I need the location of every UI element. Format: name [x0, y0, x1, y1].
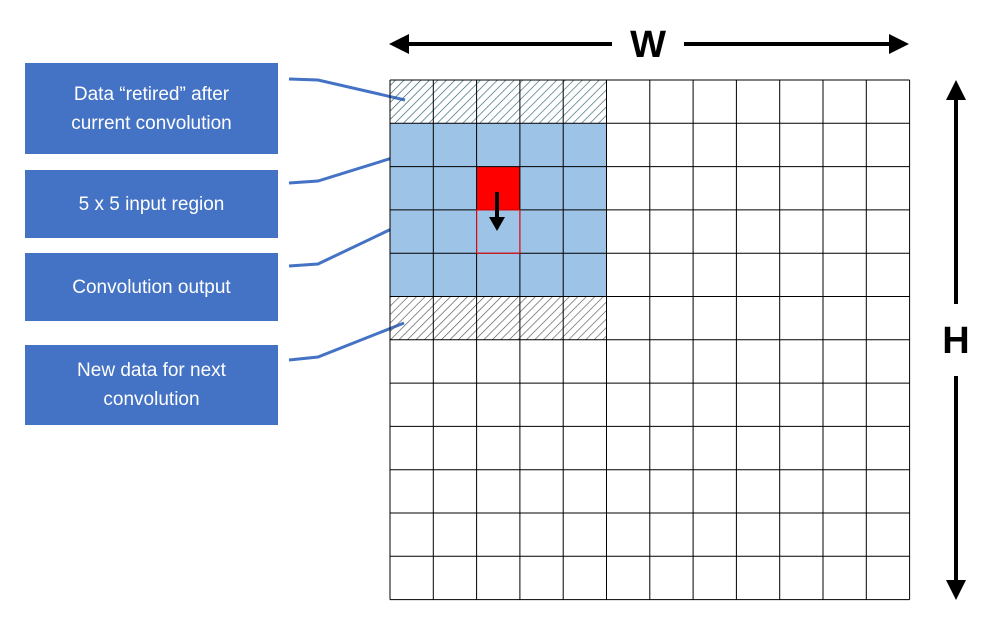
width-dimension-arrow	[389, 34, 909, 54]
leader-line-new-data	[288, 321, 405, 362]
label-new-data: New data for next convolution	[25, 345, 278, 425]
label-input-region: 5 x 5 input region	[25, 170, 278, 238]
retired-data-row	[390, 80, 607, 124]
down-arrow-icon	[489, 192, 505, 231]
grid-lines	[389, 79, 911, 601]
height-label: H	[937, 322, 975, 360]
leader-line-input-region	[288, 152, 406, 185]
leader-line-retired	[288, 77, 406, 102]
label-retired-data: Data “retired” after current convolution	[25, 63, 278, 154]
width-label: W	[622, 26, 674, 64]
label-convolution-output: Convolution output	[25, 253, 278, 321]
new-data-row	[390, 296, 607, 340]
leader-lines	[288, 77, 491, 362]
height-dimension-arrow	[946, 80, 966, 600]
